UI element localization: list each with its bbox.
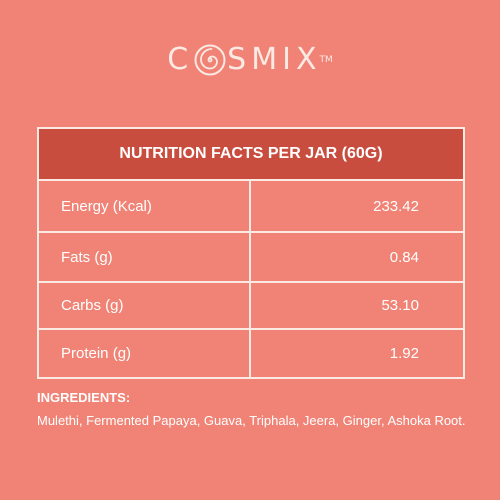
brand-logo: C SMIX TM [0, 42, 500, 82]
brand-wordmark: C SMIX TM [167, 42, 333, 78]
nutrition-value: 53.10 [381, 297, 419, 314]
nutrition-label: Energy (Kcal) [39, 181, 251, 231]
nutrition-label: Carbs (g) [39, 283, 251, 328]
ingredients-section: INGREDIENTS: Mulethi, Fermented Papaya, … [37, 389, 467, 430]
nutrition-value: 1.92 [389, 345, 419, 362]
nutrition-title: NUTRITION FACTS PER JAR (60G) [39, 129, 463, 181]
nutrition-table: NUTRITION FACTS PER JAR (60G) Energy (Kc… [37, 127, 465, 379]
nutrition-row-protein: Protein (g) 1.92 [39, 328, 463, 377]
nutrition-value: 0.84 [389, 248, 419, 266]
logo-letter-c: C [167, 42, 194, 77]
nutrition-value: 233.42 [373, 197, 419, 215]
nutrition-label: Fats (g) [39, 233, 251, 281]
nutrition-row-energy: Energy (Kcal) 233.42 [39, 181, 463, 231]
spiral-icon [194, 44, 226, 76]
ingredients-list: Mulethi, Fermented Papaya, Guava, Tripha… [37, 413, 466, 428]
logo-rest: SMIX [227, 42, 322, 77]
nutrition-label: Protein (g) [39, 330, 251, 377]
ingredients-title: INGREDIENTS: [37, 390, 131, 405]
nutrition-row-fats: Fats (g) 0.84 [39, 231, 463, 281]
nutrition-row-carbs: Carbs (g) 53.10 [39, 281, 463, 328]
trademark-mark: TM [319, 55, 333, 65]
